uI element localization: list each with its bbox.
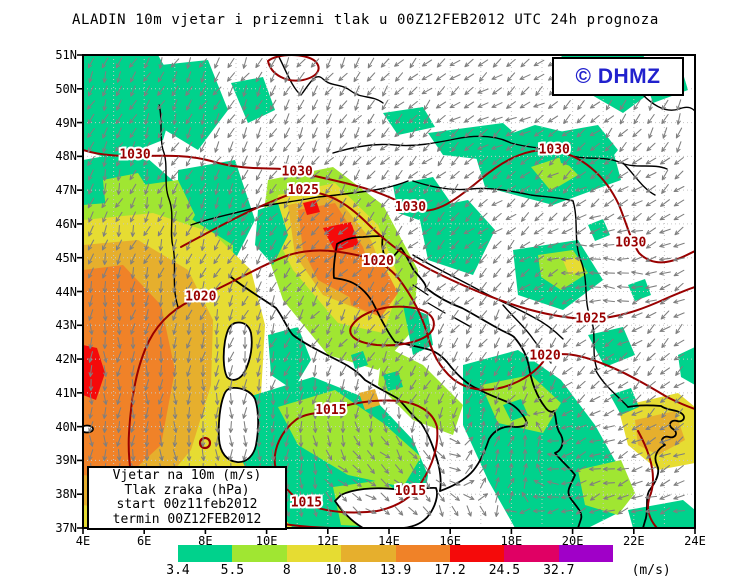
pressure-label-1030: 1030 [119, 148, 150, 163]
legend-line-pressure: Tlak zraka (hPa) [124, 482, 250, 498]
coastlines [83, 56, 695, 528]
pressure-contour-labels: 1030 1030 1025 1030 1030 1030 1020 1020 1025 1020… [117, 141, 648, 513]
pressure-label-1030: 1030 [539, 143, 570, 158]
lat-tick-label: 47N [55, 183, 77, 198]
legend-line-variable: Vjetar na 10m (m/s) [112, 468, 262, 483]
pressure-label-1015: 1015 [315, 403, 346, 418]
lat-tick-label: 43N [55, 318, 77, 333]
lat-tick-label: 42N [55, 352, 77, 367]
lat-tick-label: 40N [55, 419, 77, 434]
lon-tick-label: 10E [255, 534, 278, 548]
pressure-label-1030: 1030 [615, 236, 646, 251]
pressure-label-1025: 1025 [575, 312, 606, 327]
pressure-label-1020: 1020 [529, 349, 560, 364]
dhmz-watermark-text: © DHMZ [575, 64, 661, 88]
lon-tick-label: 6E [136, 534, 152, 548]
pressure-label-1020: 1020 [363, 254, 394, 269]
lon-tick-label: 12E [316, 534, 339, 548]
lat-tick-label: 50N [55, 81, 77, 96]
legend-line-start: start 00z11feb2012 [116, 497, 258, 512]
lat-tick-label: 46N [55, 216, 77, 231]
lon-tick-label: 18E [500, 534, 523, 548]
pressure-label-1030: 1030 [282, 165, 313, 180]
country-borders [158, 56, 695, 408]
pressure-label-1020: 1020 [185, 290, 216, 305]
info-legend-box: Vjetar na 10m (m/s) Tlak zraka (hPa) sta… [87, 466, 287, 530]
chart-title: ALADIN 10m vjetar i prizemni tlak u 00Z1… [72, 12, 659, 28]
pressure-label-1030: 1030 [395, 200, 426, 215]
axis-ticks [77, 54, 696, 534]
lat-tick-label: 51N [55, 48, 77, 62]
lat-tick-label: 39N [55, 453, 77, 468]
lat-tick-label: 49N [55, 115, 77, 130]
lat-tick-label: 37N [55, 521, 77, 535]
lon-tick-label: 16E [439, 534, 462, 548]
legend-line-termin: termin 00Z12FEB2012 [112, 511, 262, 527]
lat-tick-label: 41N [55, 385, 77, 400]
lon-tick-label: 22E [622, 534, 645, 548]
lon-tick-label: 14E [378, 534, 400, 548]
lon-tick-label: 20E [561, 534, 584, 548]
lat-tick-label: 38N [55, 487, 77, 502]
lat-tick-label: 44N [55, 284, 77, 299]
lon-tick-label: 8E [198, 534, 213, 548]
pressure-label-1025: 1025 [288, 183, 319, 198]
lat-tick-label: 45N [55, 250, 77, 265]
lon-tick-label: 4E [75, 534, 91, 548]
lat-tick-label: 48N [55, 149, 77, 164]
pressure-label-1015: 1015 [395, 484, 426, 499]
pressure-label-1015: 1015 [291, 496, 322, 511]
dhmz-watermark-box: © DHMZ [552, 57, 684, 96]
lon-tick-label: 24E [684, 534, 706, 548]
